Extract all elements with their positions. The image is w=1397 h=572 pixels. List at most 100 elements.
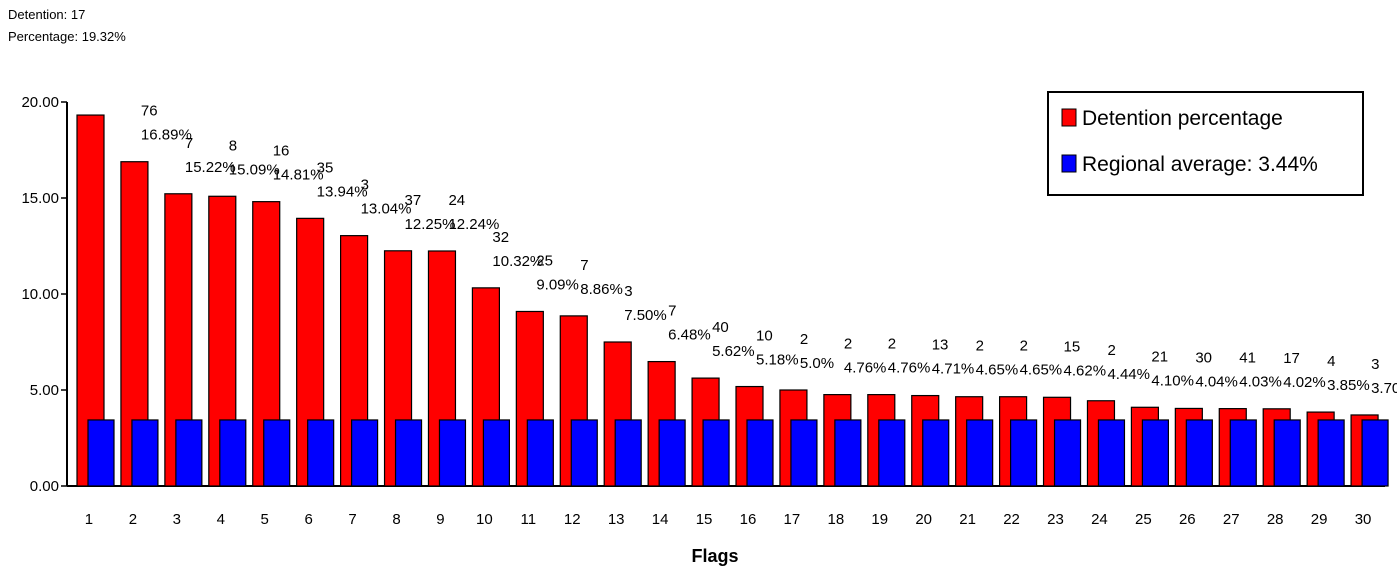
bar-percentage-label: 4.65% xyxy=(1020,362,1063,379)
regional-average-bar xyxy=(1141,419,1170,487)
bar-count-label: 8 xyxy=(229,137,237,154)
x-tick-label: 10 xyxy=(476,511,493,528)
bar-percentage-label: 3.70% xyxy=(1371,380,1397,397)
x-tick-label: 24 xyxy=(1091,511,1108,528)
bar-count-label: 2 xyxy=(976,338,984,355)
legend-swatch-detention xyxy=(1061,108,1077,127)
regional-average-bar xyxy=(614,419,642,487)
bar-percentage-label: 7.50% xyxy=(624,307,667,324)
x-tick-label: 28 xyxy=(1267,511,1284,528)
bar-percentage-label: 4.04% xyxy=(1195,373,1238,390)
regional-average-bar xyxy=(482,419,510,487)
bar-count-label: 15 xyxy=(1064,338,1081,355)
bar-percentage-label: 8.86% xyxy=(580,281,623,298)
bar-count-label: 17 xyxy=(1283,350,1300,367)
bar-percentage-label: 5.62% xyxy=(712,343,755,360)
bar-count-label: 2 xyxy=(844,336,852,353)
y-tick-label: 15.00 xyxy=(21,190,59,207)
regional-average-bar xyxy=(307,419,335,487)
bar-count-label: 10 xyxy=(756,328,773,345)
y-tick-label: 20.00 xyxy=(21,94,59,111)
regional-average-bar xyxy=(1229,419,1257,487)
y-tick-label: 5.00 xyxy=(30,382,59,399)
bar-count-label: 25 xyxy=(536,252,553,269)
x-tick-label: 4 xyxy=(217,511,225,528)
regional-average-bar xyxy=(263,419,291,487)
bar-count-label: 2 xyxy=(1107,342,1115,359)
bar-count-label: 32 xyxy=(492,229,509,246)
bar-count-label: 16 xyxy=(273,143,290,160)
bar-percentage-label: 5.0% xyxy=(800,355,834,372)
bar-percentage-label: 12.24% xyxy=(448,216,499,233)
bar-count-label: 37 xyxy=(405,192,422,209)
regional-average-bar xyxy=(87,419,115,487)
bar-count-label: 13 xyxy=(932,337,949,354)
bar-count-label: 3 xyxy=(361,177,369,194)
bar-percentage-label: 9.09% xyxy=(536,276,579,293)
regional-average-bar xyxy=(570,419,598,487)
x-tick-label: 23 xyxy=(1047,511,1064,528)
regional-average-bar xyxy=(922,419,950,487)
bar-count-label: 21 xyxy=(1151,348,1168,365)
regional-average-bar xyxy=(175,419,203,487)
bar-count-label: 35 xyxy=(317,159,334,176)
bar-percentage-label: 13.04% xyxy=(361,201,412,218)
bar-count-label: 3 xyxy=(624,283,632,300)
y-tick-label: 0.00 xyxy=(30,478,59,495)
bar-percentage-label: 10.32% xyxy=(492,253,543,270)
bar-percentage-label: 14.81% xyxy=(273,167,324,184)
x-tick-label: 13 xyxy=(608,511,625,528)
regional-average-bar xyxy=(131,419,159,487)
bar-percentage-label: 4.65% xyxy=(976,362,1019,379)
x-axis-title: Flags xyxy=(691,546,738,566)
x-tick-label: 30 xyxy=(1355,511,1372,528)
regional-average-bar xyxy=(878,419,906,487)
bar-count-label: 7 xyxy=(580,257,588,274)
x-tick-label: 14 xyxy=(652,511,669,528)
x-tick-label: 11 xyxy=(521,511,537,528)
x-tick-label: 2 xyxy=(129,511,137,528)
bar-count-label: 41 xyxy=(1239,350,1256,367)
bar-count-label: 30 xyxy=(1195,349,1212,366)
bar-count-label: 76 xyxy=(141,103,158,120)
x-tick-label: 8 xyxy=(392,511,400,528)
regional-average-bar xyxy=(1361,419,1389,487)
regional-average-bar xyxy=(834,419,862,487)
regional-average-bar xyxy=(438,419,467,487)
legend-label-regional-average: Regional average: 3.44% xyxy=(1082,153,1318,176)
bar-count-label: 7 xyxy=(668,303,676,320)
regional-average-bar xyxy=(702,419,730,487)
bar-count-label: 7 xyxy=(185,135,193,152)
x-tick-label: 26 xyxy=(1179,511,1196,528)
x-tick-label: 12 xyxy=(564,511,581,528)
bar-percentage-label: 5.18% xyxy=(756,352,799,369)
bar-percentage-label: 6.48% xyxy=(668,327,711,344)
bar-percentage-label: 15.22% xyxy=(185,159,236,176)
regional-average-bar xyxy=(351,419,379,487)
x-tick-label: 16 xyxy=(740,511,757,528)
regional-average-bar xyxy=(1097,419,1126,487)
x-tick-label: 17 xyxy=(784,511,801,528)
x-tick-label: 20 xyxy=(915,511,932,528)
bar-count-label: 2 xyxy=(1020,338,1028,355)
regional-average-bar xyxy=(1317,419,1345,487)
bar-percentage-label: 4.02% xyxy=(1283,374,1326,391)
bar-count-label: 2 xyxy=(800,331,808,348)
regional-average-bar xyxy=(1185,419,1213,487)
bar-percentage-label: 4.10% xyxy=(1151,372,1194,389)
x-tick-label: 22 xyxy=(1003,511,1020,528)
legend: Detention percentage Regional average: 3… xyxy=(1047,91,1364,196)
bar-count-label: 2 xyxy=(888,336,896,353)
detention-count-label: Detention: 17 xyxy=(8,7,86,22)
regional-average-bar xyxy=(966,419,994,487)
x-tick-label: 1 xyxy=(85,511,93,528)
bar-count-label: 40 xyxy=(712,319,729,336)
bar-percentage-label: 12.25% xyxy=(405,216,456,233)
detention-percentage-label: Percentage: 19.32% xyxy=(8,29,126,44)
x-tick-label: 7 xyxy=(348,511,356,528)
regional-average-bar xyxy=(658,419,686,487)
top-annotation: Detention: 17 Percentage: 19.32% xyxy=(8,4,126,48)
bar-count-label: 3 xyxy=(1371,356,1379,373)
x-tick-label: 25 xyxy=(1135,511,1152,528)
